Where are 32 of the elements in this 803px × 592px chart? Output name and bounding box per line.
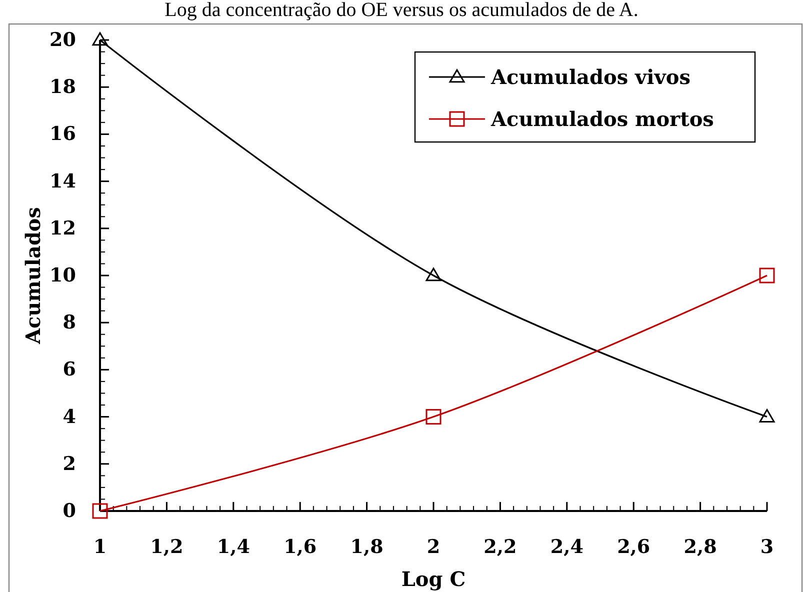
point [92,503,108,519]
y-tick-label: 20 [50,29,76,51]
x-tick-label: 1 [93,536,107,558]
x-tick-label: 3 [760,536,774,558]
y-tick-label: 18 [50,76,76,98]
x-tick-label: 2,6 [617,536,650,558]
x-tick-label: 1,6 [284,536,317,558]
chart-title: Log da concentração do OE versus os acumulados de de A. [164,0,638,21]
point [759,268,775,284]
x-tick-label: 1,4 [216,536,250,558]
x-tick-label: 1,8 [350,536,384,558]
y-tick-label: 10 [50,264,76,286]
point [759,409,775,422]
point [426,268,442,282]
legend-label: Acumulados vivos [490,65,690,89]
y-tick-label: 14 [50,170,76,192]
y-tick-label: 12 [50,217,76,240]
y-tick-label: 8 [62,312,76,334]
x-axis-title: Log C [401,567,466,591]
x-tick-label: 2,4 [550,536,584,558]
y-tick-label: 16 [50,123,76,146]
y-tick-label: 2 [62,452,76,475]
x-tick-label: 1,2 [150,536,184,558]
x-tick-label: 2 [426,536,440,558]
x-tick-label: 2,8 [684,536,717,558]
y-axis-title: Acumulados [21,206,45,346]
y-tick-label: 0 [62,500,76,522]
x-tick-label: 2,2 [484,536,517,558]
point [426,409,442,425]
legend-label: Acumulados mortos [490,107,714,131]
y-tick-label: 6 [62,358,76,381]
y-tick-label: 4 [62,406,76,428]
